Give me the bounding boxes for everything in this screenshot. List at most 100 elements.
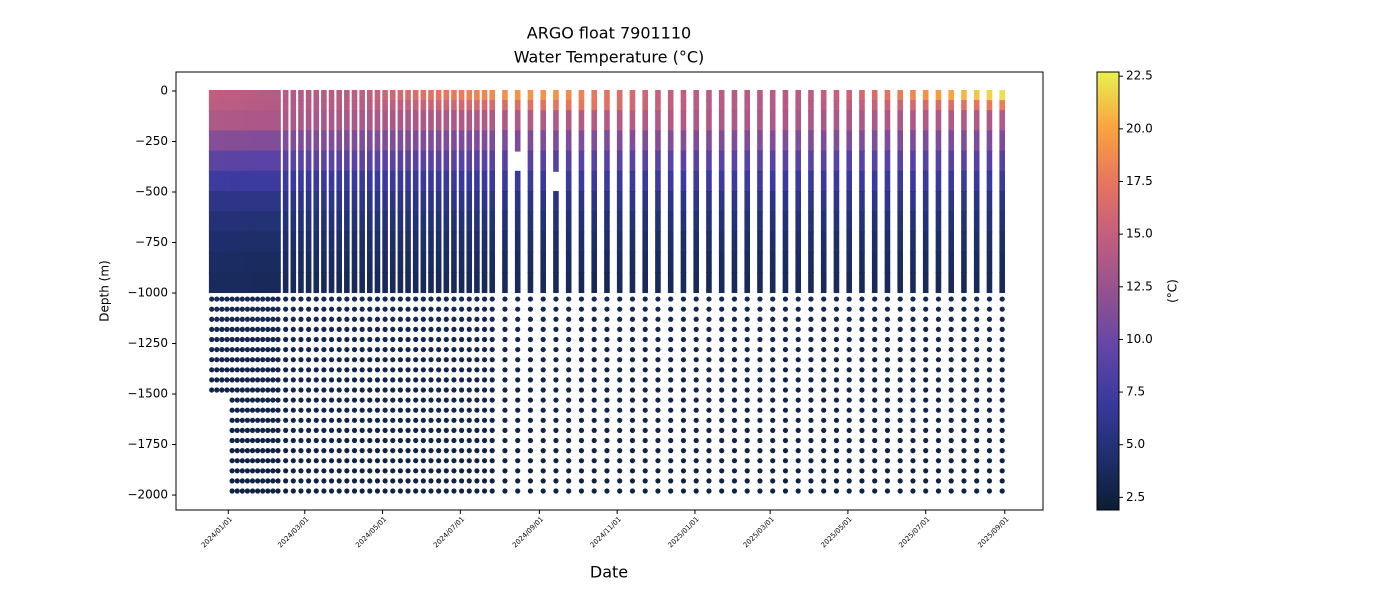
profile-point (270, 397, 276, 403)
profile-point (502, 357, 508, 363)
profile-point (948, 478, 954, 484)
profile-point (680, 397, 687, 403)
profile-point (270, 387, 276, 393)
profile-segment (744, 251, 750, 273)
profile-point (344, 306, 350, 312)
profile-point (321, 316, 327, 322)
profile-point (935, 427, 942, 434)
profile-point (731, 316, 738, 322)
profile-point (382, 377, 388, 383)
profile-point (553, 377, 559, 383)
profile-segment (435, 271, 442, 294)
profile-point (566, 367, 572, 373)
profile-point (502, 448, 508, 454)
profile-point (298, 407, 304, 413)
profile-segment (897, 130, 903, 152)
profile-segment (565, 211, 572, 233)
profile-point (655, 367, 661, 373)
profile-point (795, 357, 801, 363)
profile-segment (214, 89, 220, 102)
profile-point (459, 458, 465, 464)
profile-point (413, 478, 419, 484)
profile-segment (466, 170, 473, 193)
profile-segment (948, 170, 954, 193)
profile-segment (757, 231, 763, 253)
profile-segment (290, 110, 297, 132)
profile-segment (693, 100, 699, 112)
profile-point (604, 336, 610, 343)
profile-point (604, 417, 610, 423)
profile-point (459, 296, 465, 302)
profile-point (351, 488, 358, 494)
profile-point (390, 448, 396, 454)
profile-point (229, 458, 235, 464)
profile-point (680, 407, 687, 413)
profile-point (260, 326, 266, 332)
profile-point (239, 407, 245, 413)
profile-point (948, 417, 954, 423)
profile-point (374, 427, 381, 434)
profile-point (553, 296, 559, 302)
profile-point (642, 427, 648, 434)
profile-point (420, 437, 426, 444)
profile-point (948, 357, 954, 363)
profile-point (897, 306, 903, 312)
profile-point (224, 367, 230, 373)
profile-point (459, 468, 465, 474)
profile-point (443, 478, 449, 484)
profile-segment (667, 89, 674, 102)
profile-point (808, 448, 814, 454)
profile-point (540, 296, 546, 302)
profile-point (859, 437, 865, 444)
profile-point (328, 448, 335, 454)
profile-point (328, 357, 335, 363)
profile-segment (451, 231, 457, 253)
profile-segment (693, 170, 699, 193)
profile-point (214, 377, 220, 383)
profile-point (872, 346, 878, 353)
profile-point (229, 306, 235, 312)
profile-segment (249, 271, 256, 294)
profile-point (719, 397, 725, 403)
profile-point (270, 306, 276, 312)
profile-segment (428, 231, 434, 253)
profile-point (617, 326, 623, 332)
profile-point (474, 458, 480, 464)
profile-point (961, 346, 967, 353)
profile-segment (321, 231, 327, 253)
profile-segment (897, 191, 903, 213)
profile-segment (313, 211, 320, 233)
profile-point (795, 407, 801, 413)
profile-segment (474, 251, 480, 273)
profile-point (884, 458, 891, 464)
profile-segment (629, 211, 636, 233)
profile-point (428, 316, 434, 322)
profile-point (846, 387, 852, 393)
y-tick-label: −1250 (127, 336, 168, 350)
profile-segment (731, 251, 738, 273)
profile-point (367, 336, 373, 343)
profile-segment (328, 251, 335, 273)
profile-point (540, 448, 546, 454)
profile-segment (328, 170, 335, 193)
profile-segment (336, 191, 342, 213)
profile-segment (208, 89, 215, 102)
profile-point (260, 316, 266, 322)
profile-point (578, 448, 585, 454)
profile-segment (359, 89, 365, 102)
profile-point (413, 326, 419, 332)
profile-segment (769, 170, 776, 193)
profile-point (313, 478, 319, 484)
profile-point (428, 377, 434, 383)
profile-segment (935, 191, 942, 213)
profile-point (234, 336, 240, 343)
profile-point (935, 336, 942, 343)
profile-segment (474, 89, 480, 102)
profile-point (744, 437, 750, 444)
profile-point (451, 367, 457, 373)
profile-point (961, 357, 967, 363)
profile-point (306, 336, 312, 343)
profile-point (846, 397, 852, 403)
profile-point (428, 326, 434, 332)
profile-point (229, 407, 235, 413)
